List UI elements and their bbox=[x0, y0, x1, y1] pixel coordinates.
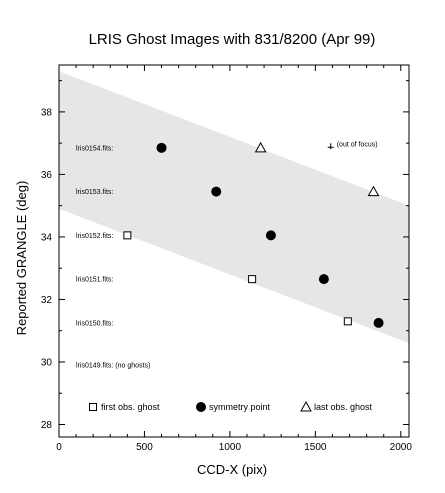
circle-point bbox=[265, 230, 276, 241]
legend-label: symmetry point bbox=[209, 402, 271, 412]
y-tick-label: 38 bbox=[41, 107, 53, 118]
legend-marker-square bbox=[89, 403, 97, 411]
legend-label: first obs. ghost bbox=[101, 402, 160, 412]
y-axis-label: Reported GRANGLE (deg) bbox=[14, 181, 29, 336]
circle-point bbox=[318, 274, 329, 285]
legend-marker-circle bbox=[196, 402, 206, 412]
x-tick-label: 1500 bbox=[304, 442, 327, 453]
y-tick-label: 34 bbox=[41, 232, 53, 243]
plot-area: 0 500 1000 1500 2000 28 30 32 34 36 38 lris0154.fit… bbox=[41, 64, 413, 453]
square-point bbox=[123, 231, 132, 240]
x-axis-label: CCD-X (pix) bbox=[197, 462, 267, 477]
circle-point bbox=[211, 186, 222, 197]
row-label: lris0153.fits: bbox=[76, 189, 113, 196]
x-tick-label: 0 bbox=[56, 442, 62, 453]
y-tick-label: 30 bbox=[41, 357, 53, 368]
square-point bbox=[343, 317, 352, 326]
triangle-point bbox=[254, 141, 267, 153]
plot-frame bbox=[58, 64, 410, 438]
circle-point bbox=[373, 317, 384, 328]
row-label: lris0149.fits: (no ghosts) bbox=[76, 363, 150, 370]
row-label: lris0154.fits: bbox=[76, 145, 113, 152]
triangle-point bbox=[367, 185, 380, 197]
y-tick-label: 28 bbox=[41, 420, 53, 431]
legend-label: last obs. ghost bbox=[314, 402, 373, 412]
shaded-band bbox=[59, 71, 409, 344]
y-tick-label: 36 bbox=[41, 170, 53, 181]
out-of-focus-label: (out of focus) bbox=[337, 141, 378, 148]
x-tick-label: 2000 bbox=[390, 442, 413, 453]
chart-title: LRIS Ghost Images with 831/8200 (Apr 99) bbox=[89, 31, 376, 48]
x-tick-label: 1000 bbox=[219, 442, 242, 453]
x-tick-label: 500 bbox=[136, 442, 153, 453]
row-label: lris0150.fits: bbox=[76, 320, 113, 327]
row-label: lris0152.fits: bbox=[76, 233, 113, 240]
circle-point bbox=[156, 142, 167, 153]
y-tick-label: 32 bbox=[41, 295, 53, 306]
square-point bbox=[248, 275, 257, 284]
row-label: lris0151.fits: bbox=[76, 277, 113, 284]
legend-marker-triangle bbox=[300, 400, 312, 412]
